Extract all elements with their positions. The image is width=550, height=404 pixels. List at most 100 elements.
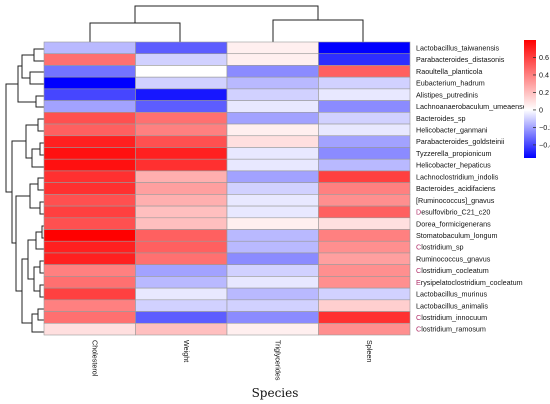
heatmap-cell — [226, 240, 319, 254]
column-label: Weight — [182, 340, 191, 362]
heatmap-cell — [135, 53, 228, 66]
colorbar-tick-label: 0 — [539, 105, 543, 114]
heatmap-cell — [226, 65, 319, 78]
heatmap-cell — [318, 252, 411, 265]
heatmap-cell — [318, 240, 411, 254]
heatmap-cell — [135, 170, 228, 183]
row-label: Helicobacter_ganmani — [416, 126, 488, 135]
colorbar-tick-label: 0.2 — [539, 88, 549, 97]
heatmap-cell — [43, 135, 136, 148]
heatmap-cell — [226, 88, 319, 101]
heatmap-cell — [318, 100, 411, 113]
row-label: Bacteroides_acidifaciens — [416, 184, 496, 193]
heatmap-cell — [43, 299, 136, 312]
heatmap-cell — [43, 88, 136, 101]
heatmap-cell — [135, 322, 228, 336]
heatmap-cell — [135, 65, 228, 78]
row-label: Helicobacter_hepaticus — [416, 161, 491, 170]
row-label: Alistipes_putredinis — [416, 90, 478, 99]
row-dendro-h — [31, 148, 44, 168]
col-dendro-branch-b — [272, 19, 364, 42]
heatmap-cell — [226, 158, 319, 172]
heatmap-cell — [318, 76, 411, 90]
heatmap-cell — [226, 194, 319, 207]
heatmap-cell — [43, 147, 136, 160]
heatmap-cell — [318, 41, 411, 55]
row-label: Clostridium_sp — [416, 243, 464, 252]
row-dendro-n — [35, 231, 44, 250]
heatmap-cell — [135, 229, 228, 242]
heatmap-cell — [135, 147, 228, 160]
column-label: Cholesterol — [90, 340, 99, 377]
column-label: Spleen — [365, 340, 374, 362]
heatmap-cell — [318, 299, 411, 312]
row-dendro-r — [27, 239, 36, 280]
heatmap-cell — [135, 311, 228, 324]
heatmap-cell — [43, 65, 136, 78]
colorbar-tick-label: −0.4 — [539, 140, 550, 149]
row-dendro-a — [33, 48, 44, 62]
row-dendro-k — [39, 201, 44, 215]
heatmap-cell — [318, 287, 411, 301]
column-labels: Cholesterol Weight Triglycerides Spleen — [90, 340, 374, 381]
row-label: [Ruminococcus]_gnavus — [416, 196, 495, 205]
row-label: Clostridium_cocleatum — [416, 266, 489, 275]
row-dendro-b — [29, 71, 44, 85]
row-label: Lachnoanaerobaculum_umeaense — [416, 102, 527, 111]
row-dendro-c — [35, 95, 44, 108]
heatmap-cell — [43, 311, 136, 324]
heatmap-cell — [43, 217, 136, 230]
heatmap-cell — [226, 112, 319, 125]
heatmap-cell — [226, 217, 319, 230]
heatmap-cell — [318, 276, 411, 289]
row-dendro-root — [5, 83, 18, 193]
heatmap-cell — [226, 182, 319, 195]
heatmap-cell — [43, 182, 136, 195]
heatmap-cell — [135, 158, 228, 172]
heatmap-cell — [226, 123, 319, 137]
heatmap-cell — [318, 311, 411, 324]
colorbar-ticks: 0.6 0.4 0.2 0 −0.2 −0.4 — [533, 53, 550, 149]
heatmap-cell — [43, 252, 136, 265]
colorbar-tick-label: 0.4 — [539, 70, 549, 79]
row-label: Desulfovibrio_C21_c20 — [416, 208, 490, 217]
row-label: Parabacteroides_goldsteinii — [416, 137, 505, 146]
heatmap-cell — [318, 88, 411, 101]
row-label: Lachnoclostridium_indolis — [416, 172, 499, 181]
row-dendro-j — [37, 177, 44, 191]
row-labels: Lactobacillus_taiwanensis Parabacteroides… — [416, 43, 527, 333]
row-label: Stomatobaculum_longum — [416, 231, 498, 240]
row-label: Eubacterium_hadrum — [416, 79, 485, 88]
heatmap-cell — [318, 322, 411, 336]
heatmap-cell — [135, 88, 228, 101]
heatmap-cell — [226, 311, 319, 324]
row-label: Bacteroides_sp — [416, 114, 466, 123]
heatmap-cell — [318, 53, 411, 66]
heatmap-cell — [43, 100, 136, 113]
heatmap-cell — [135, 76, 228, 90]
heatmap-cell — [135, 123, 228, 137]
row-label: Lactobacillus_murinus — [416, 290, 488, 299]
row-dendro-o — [39, 260, 44, 274]
heatmap-cell — [318, 194, 411, 207]
heatmap-cell — [43, 229, 136, 242]
heatmap-cell — [135, 135, 228, 148]
row-dendro-f — [37, 118, 44, 132]
heatmap-cell — [226, 170, 319, 183]
heatmap-cell — [226, 322, 319, 336]
heatmap-cell — [318, 135, 411, 148]
heatmap-cell — [226, 100, 319, 113]
heatmap-cell — [135, 100, 228, 113]
row-dendro-s — [37, 308, 44, 321]
heatmap-cell — [226, 229, 319, 242]
heatmap-cell — [226, 53, 319, 66]
row-label: Erysipelatoclostridium_cocleatum — [416, 278, 523, 287]
heatmap-cell — [43, 41, 136, 55]
heatmap-cell — [318, 229, 411, 242]
colorbar: 0.6 0.4 0.2 0 −0.2 −0.4 — [524, 40, 550, 158]
row-label: Lactobacillus_taiwanensis — [416, 43, 500, 52]
row-dendro-w — [11, 140, 26, 244]
col-dendro-root — [134, 5, 319, 23]
heatmap-cell — [135, 299, 228, 312]
